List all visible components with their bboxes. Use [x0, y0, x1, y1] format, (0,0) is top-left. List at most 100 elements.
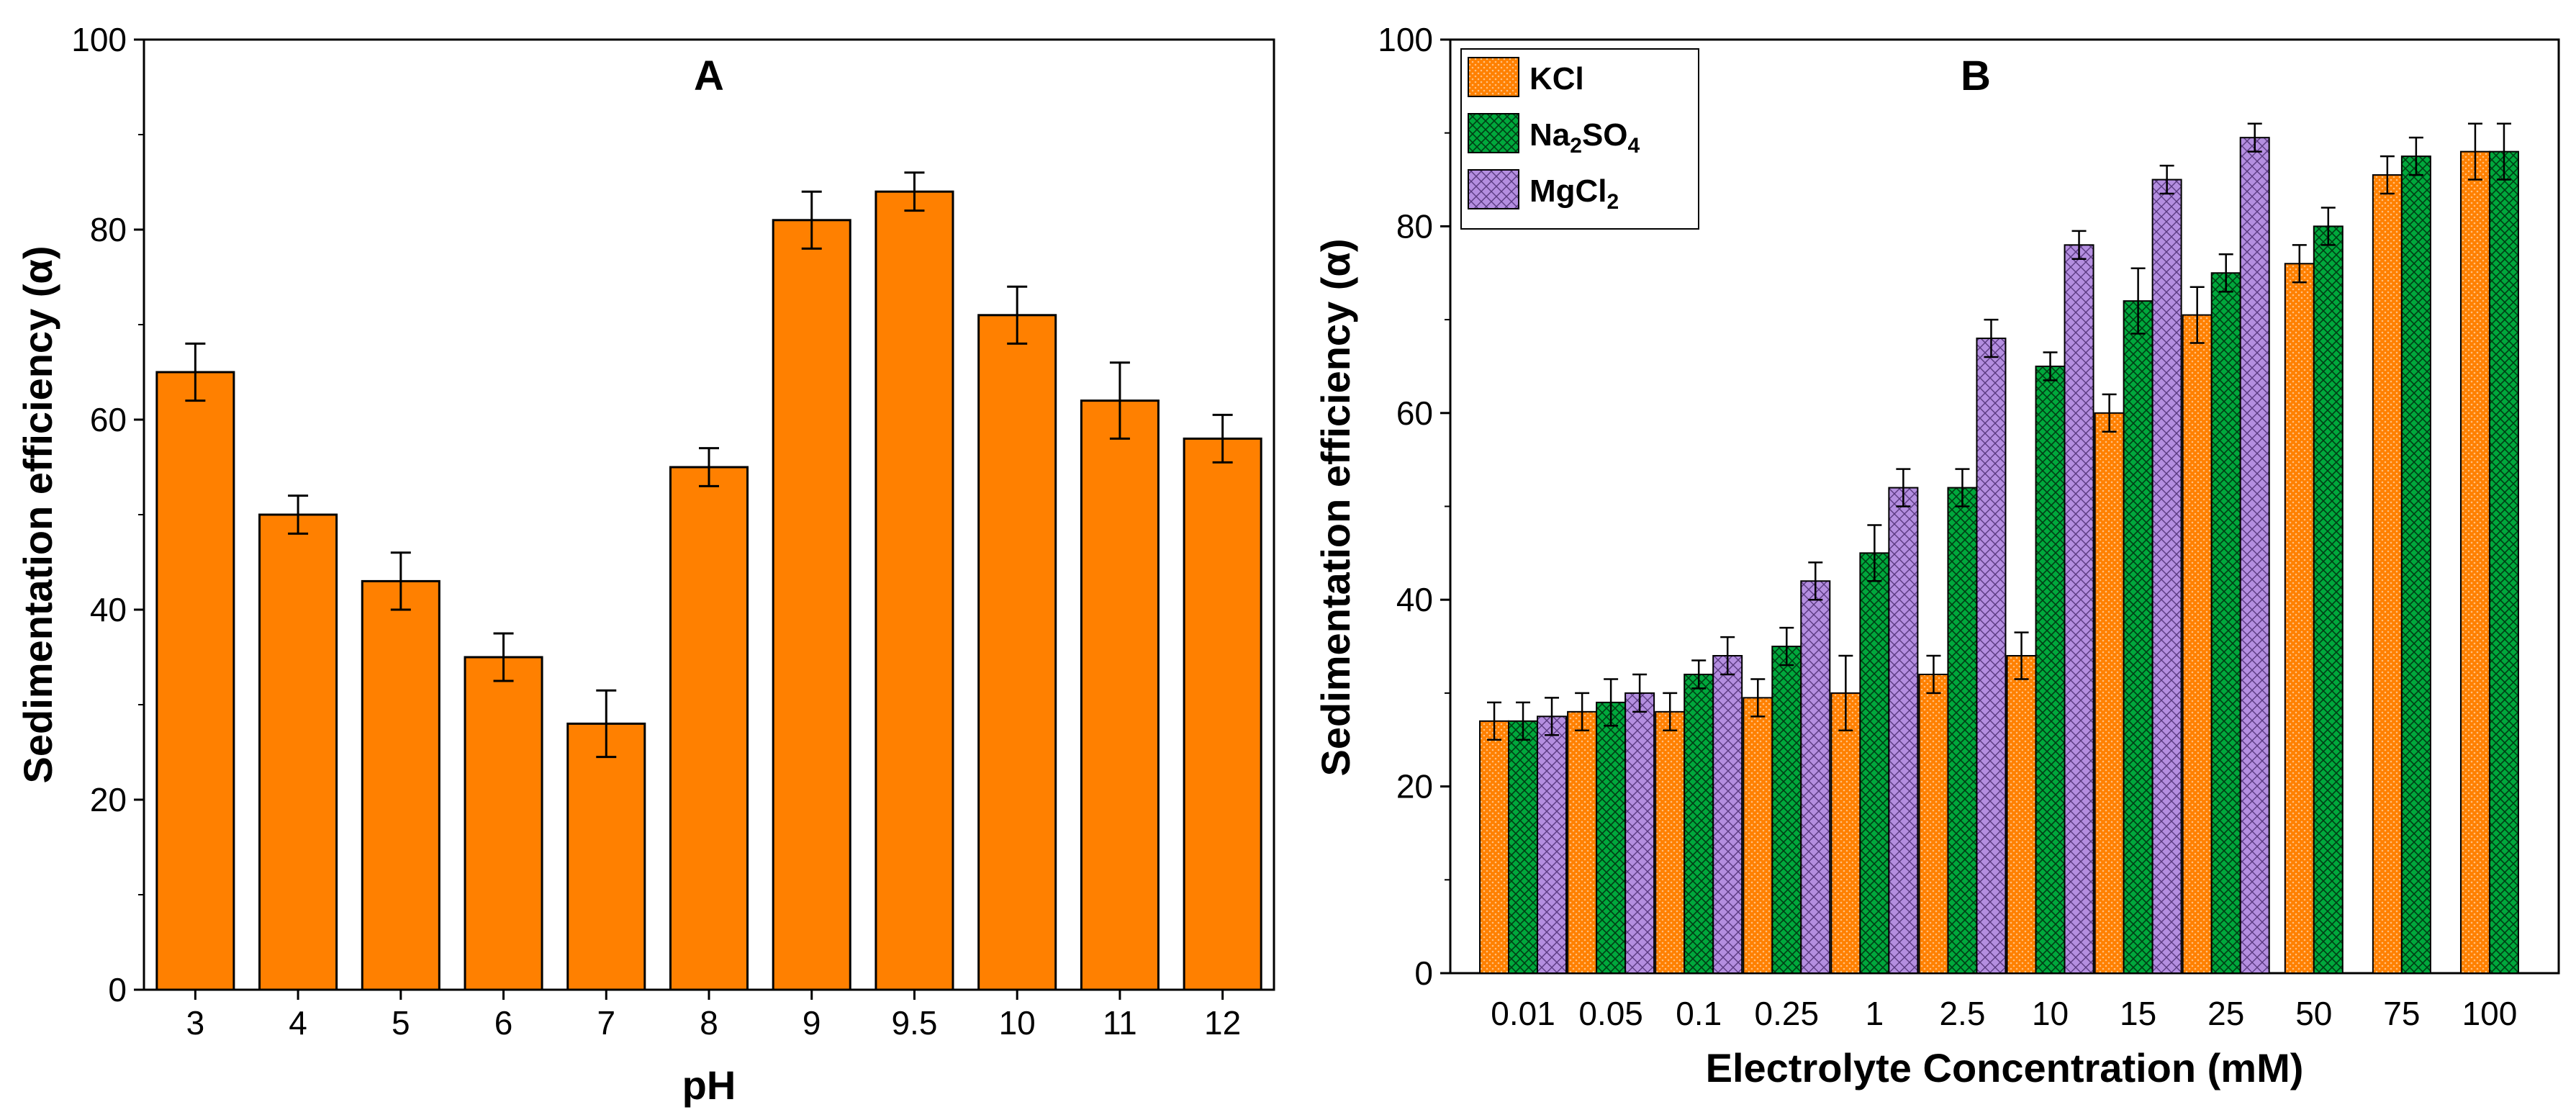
bar-ph-5: [361, 579, 440, 991]
y-tick-label: 40: [90, 591, 127, 628]
y-tick-label: 40: [1396, 581, 1433, 618]
x-tick-label: 75: [2383, 995, 2420, 1032]
error-bar-mgcl2-0.01: [1545, 697, 1560, 736]
x-tick-label: 11: [1103, 1004, 1137, 1042]
x-tick-label: 25: [2207, 995, 2244, 1032]
bar-ph-10: [977, 314, 1057, 991]
bar-na2so4-25: [2210, 272, 2241, 974]
error-bar-mgcl2-0.05: [1632, 673, 1648, 713]
error-bar-na2so4-75: [2408, 136, 2423, 176]
x-tick-label: 7: [597, 1004, 615, 1042]
error-bar-mgcl2-2.5: [1984, 318, 1999, 358]
error-bar-ph-12: [1212, 413, 1233, 464]
error-bar-mgcl2-0.25: [1808, 561, 1823, 601]
x-tick-label: 12: [1204, 1004, 1241, 1042]
x-tick-label: 5: [392, 1004, 410, 1042]
bar-kcl-1: [1830, 692, 1861, 975]
bar-mgcl2-25: [2239, 137, 2270, 974]
bar-ph-3: [155, 371, 235, 991]
bar-kcl-75: [2372, 174, 2403, 975]
y-tick-label: 0: [1414, 954, 1433, 992]
error-bar-na2so4-0.01: [1516, 701, 1531, 741]
legend-swatch-kcl: [1468, 57, 1519, 97]
error-bar-mgcl2-0.1: [1720, 636, 1735, 676]
panel-label-a: A: [694, 53, 724, 99]
error-bar-kcl-0.01: [1487, 701, 1502, 741]
bar-ph-9.5: [875, 190, 954, 991]
bar-mgcl2-10: [2064, 244, 2094, 974]
bar-na2so4-2.5: [1947, 487, 1978, 974]
error-bar-na2so4-15: [2130, 267, 2146, 335]
bar-ph-12: [1183, 437, 1262, 991]
bar-na2so4-0.1: [1684, 673, 1714, 975]
bar-kcl-0.1: [1655, 710, 1686, 975]
bar-kcl-0.01: [1479, 720, 1510, 974]
y-axis-title-b: Sedimentation efficiency (α): [1313, 238, 1358, 776]
bar-na2so4-1: [1859, 552, 1890, 974]
error-bar-kcl-75: [2380, 155, 2395, 195]
error-bar-na2so4-0.05: [1604, 678, 1619, 727]
x-tick-label: 0.25: [1755, 995, 1820, 1032]
x-tick-label: 0.05: [1578, 995, 1643, 1032]
x-tick-label: 1: [1866, 995, 1884, 1032]
error-bar-na2so4-100: [2496, 122, 2511, 181]
error-bar-ph-9: [801, 190, 822, 250]
panel-label-b: B: [1961, 53, 1991, 99]
error-bar-na2so4-10: [2043, 351, 2058, 381]
bar-na2so4-0.01: [1508, 720, 1539, 974]
x-tick-label: 4: [289, 1004, 307, 1042]
error-bar-kcl-0.1: [1663, 692, 1678, 732]
x-tick-label: 50: [2295, 995, 2332, 1032]
error-bar-ph-3: [185, 342, 206, 402]
y-tick-label: 20: [1396, 768, 1433, 805]
x-tick-label: 0.1: [1676, 995, 1722, 1032]
y-tick-label: 60: [1396, 394, 1433, 432]
error-bar-ph-6: [493, 632, 514, 682]
error-bar-na2so4-50: [2320, 207, 2336, 246]
bar-ph-6: [464, 656, 543, 991]
error-bar-na2so4-1: [1867, 524, 1882, 582]
bar-mgcl2-2.5: [1976, 338, 2007, 975]
x-tick-label: 8: [700, 1004, 718, 1042]
x-tick-label: 6: [494, 1004, 513, 1042]
error-bar-ph-9.5: [904, 171, 925, 212]
bar-mgcl2-15: [2151, 179, 2182, 974]
y-tick-label: 60: [90, 401, 127, 438]
bar-na2so4-0.25: [1771, 646, 1802, 974]
chart-panel-a: 0 20 40 60 80 100 3 4 5 6 7 8 9 9.5 10 11 12 A pH Sedim…: [15, 21, 1275, 1108]
bar-mgcl2-1: [1888, 487, 1919, 974]
bar-na2so4-75: [2400, 155, 2431, 974]
bar-kcl-0.05: [1567, 710, 1598, 975]
bar-ph-7: [566, 722, 646, 991]
error-bar-mgcl2-10: [2071, 230, 2087, 261]
y-tick-label: 80: [1396, 207, 1433, 245]
x-tick-label: 3: [186, 1004, 205, 1042]
y-tick-label: 80: [90, 211, 127, 248]
bar-ph-9: [772, 219, 851, 991]
bar-mgcl2-0.1: [1712, 655, 1743, 975]
error-bar-ph-8: [699, 447, 719, 487]
y-axis-title-a: Sedimentation efficiency (α): [15, 245, 60, 783]
error-bar-mgcl2-25: [2247, 122, 2262, 153]
error-bar-na2so4-0.25: [1779, 626, 1794, 667]
error-bar-ph-5: [390, 551, 411, 611]
error-bar-kcl-100: [2467, 122, 2482, 181]
error-bar-kcl-25: [2189, 286, 2205, 344]
bar-ph-8: [669, 466, 749, 991]
bar-na2so4-10: [2035, 365, 2066, 974]
x-tick-label: 10: [999, 1004, 1036, 1042]
bar-kcl-25: [2182, 314, 2213, 974]
error-bar-na2so4-0.1: [1691, 659, 1707, 690]
y-tick-label: 20: [90, 781, 127, 818]
x-tick-label: 10: [2032, 995, 2069, 1032]
error-bar-mgcl2-1: [1896, 468, 1911, 507]
legend-swatch-na2so4: [1468, 113, 1519, 153]
x-tick-label: 0.01: [1491, 995, 1555, 1032]
error-bar-na2so4-25: [2218, 253, 2233, 293]
bar-na2so4-0.05: [1596, 701, 1627, 974]
error-bar-kcl-1: [1838, 654, 1853, 732]
bar-kcl-50: [2284, 263, 2315, 974]
legend-swatch-mgcl2: [1468, 169, 1519, 209]
error-bar-kcl-2.5: [1926, 654, 1941, 695]
error-bar-ph-4: [288, 494, 309, 535]
